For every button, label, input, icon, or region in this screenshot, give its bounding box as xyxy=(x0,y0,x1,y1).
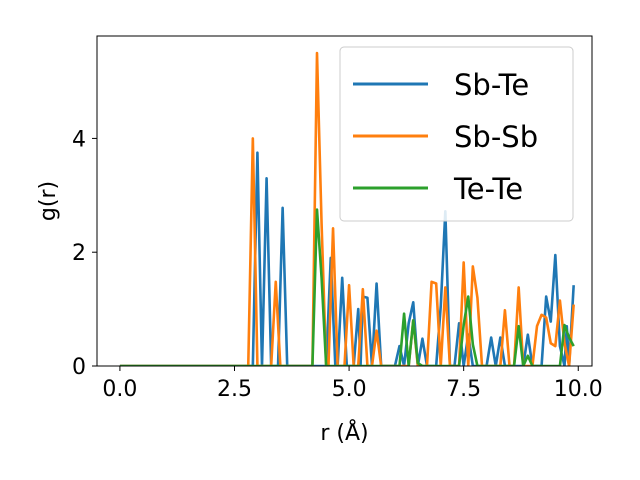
legend-label: Te-Te xyxy=(453,172,523,206)
series-line-sb-sb xyxy=(119,51,575,366)
x-tick-label: 2.5 xyxy=(217,377,252,402)
legend-label: Sb-Te xyxy=(454,68,529,102)
axes-frame xyxy=(96,35,593,367)
y-axis: 0 2 4 xyxy=(72,127,97,380)
y-tick-label: 2 xyxy=(72,241,86,266)
series-line-sb-te xyxy=(119,151,575,366)
y-axis-label: g(r) xyxy=(36,181,61,221)
x-tick-label: 10.0 xyxy=(554,377,603,402)
series-line-te-te xyxy=(119,208,575,366)
y-tick-label: 0 xyxy=(72,355,86,380)
x-axis-label: r (Å) xyxy=(320,419,368,446)
x-tick-label: 0.0 xyxy=(102,377,137,402)
x-tick-label: 7.5 xyxy=(446,377,481,402)
legend: Sb-Te Sb-Sb Te-Te xyxy=(339,46,574,222)
legend-label: Sb-Sb xyxy=(454,120,538,154)
x-tick-label: 5.0 xyxy=(332,377,367,402)
series-layer xyxy=(119,51,575,366)
y-tick-label: 4 xyxy=(72,127,86,152)
x-axis: 0.0 2.5 5.0 7.5 10.0 xyxy=(102,366,603,402)
legend-box xyxy=(339,46,574,222)
